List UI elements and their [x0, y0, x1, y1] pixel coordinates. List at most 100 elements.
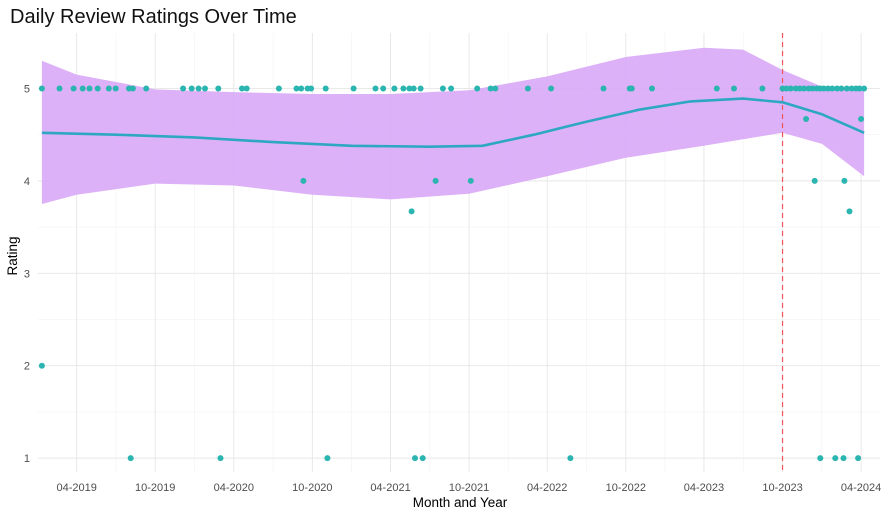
data-point: [112, 85, 119, 92]
data-point: [391, 85, 398, 92]
data-point: [408, 208, 415, 215]
data-point: [848, 85, 855, 92]
data-point: [432, 177, 439, 184]
data-point: [861, 85, 868, 92]
smooth-line-layer: [41, 97, 865, 148]
data-point: [801, 85, 807, 92]
chart-title: Daily Review Ratings Over Time: [10, 6, 297, 28]
x-tick-label: 10-2020: [292, 482, 332, 494]
x-axis-label: Month and Year: [413, 495, 508, 510]
data-point: [809, 85, 816, 92]
x-tick-label: 04-2024: [841, 482, 881, 494]
data-point: [492, 85, 499, 92]
data-point: [796, 85, 803, 92]
data-point: [419, 455, 426, 462]
data-point: [410, 85, 417, 92]
y-axis-label: Rating: [5, 236, 20, 275]
x-tick-labels: 04-2019 10-2019 04-2020 10-2020 04-2021 10-20…: [56, 482, 881, 494]
data-point: [243, 85, 250, 92]
data-point: [825, 85, 831, 92]
data-point: [180, 85, 187, 92]
y-tick-label: 4: [24, 176, 30, 188]
data-point: [56, 85, 63, 92]
data-point: [713, 85, 720, 92]
data-point: [649, 85, 655, 92]
x-tick-label: 10-2022: [606, 482, 646, 494]
data-point: [188, 85, 195, 92]
data-point: [820, 85, 827, 92]
data-point: [628, 85, 635, 92]
data-point: [217, 455, 224, 462]
x-tick-label: 10-2023: [762, 482, 802, 494]
y-tick-label: 2: [24, 361, 30, 373]
y-tick-labels: 1 2 3 4 5: [24, 83, 30, 465]
data-point: [215, 85, 222, 92]
data-point: [448, 85, 455, 92]
data-point: [840, 455, 847, 462]
data-point: [308, 85, 315, 92]
data-point: [380, 85, 387, 92]
data-point: [731, 85, 737, 92]
data-point: [202, 85, 208, 92]
data-point: [70, 85, 77, 92]
data-point: [350, 85, 357, 92]
data-point: [38, 362, 45, 369]
data-point: [838, 85, 845, 92]
data-point: [322, 85, 329, 92]
data-point: [38, 85, 45, 92]
data-point: [817, 455, 824, 462]
data-point: [293, 85, 300, 92]
data-point: [803, 116, 810, 122]
data-point: [783, 85, 790, 92]
data-point: [600, 85, 607, 92]
data-point: [846, 208, 853, 215]
data-point: [841, 177, 848, 184]
data-point: [129, 85, 136, 92]
x-tick-label: 04-2022: [527, 482, 567, 494]
points-layer: [38, 85, 868, 462]
data-point: [417, 85, 424, 92]
data-point: [524, 85, 531, 92]
data-point: [834, 85, 841, 92]
data-point: [105, 85, 112, 92]
data-point: [856, 85, 863, 92]
data-point: [79, 85, 86, 92]
confidence-band-layer: [41, 47, 865, 204]
x-tick-label: 04-2023: [684, 482, 724, 494]
data-point: [300, 177, 307, 184]
x-tick-label: 04-2019: [56, 482, 96, 494]
data-point: [298, 85, 305, 92]
data-point: [372, 85, 379, 92]
data-point: [195, 85, 202, 92]
data-point: [439, 85, 446, 92]
x-tick-label: 10-2019: [135, 482, 175, 494]
x-tick-label: 04-2020: [214, 482, 254, 494]
data-point: [86, 85, 93, 92]
data-point: [759, 85, 766, 92]
data-point: [843, 85, 850, 92]
data-point: [855, 455, 862, 462]
data-point: [467, 177, 474, 184]
data-point: [127, 455, 134, 462]
y-tick-label: 1: [24, 453, 30, 465]
y-tick-label: 5: [24, 83, 30, 95]
data-point: [412, 455, 418, 462]
confidence-band: [41, 47, 865, 204]
data-point: [275, 85, 282, 92]
data-point: [567, 455, 574, 462]
data-point: [858, 116, 865, 122]
data-point: [239, 85, 245, 92]
data-point: [829, 85, 836, 92]
data-point: [406, 85, 413, 92]
data-point: [811, 177, 818, 184]
x-tick-label: 10-2021: [449, 482, 489, 494]
x-tick-label: 04-2021: [370, 482, 410, 494]
data-point: [94, 85, 101, 92]
data-point: [832, 455, 839, 462]
data-point: [548, 85, 555, 92]
data-point: [324, 455, 331, 462]
data-point: [400, 85, 407, 92]
data-point: [487, 85, 494, 92]
data-point: [474, 85, 481, 92]
